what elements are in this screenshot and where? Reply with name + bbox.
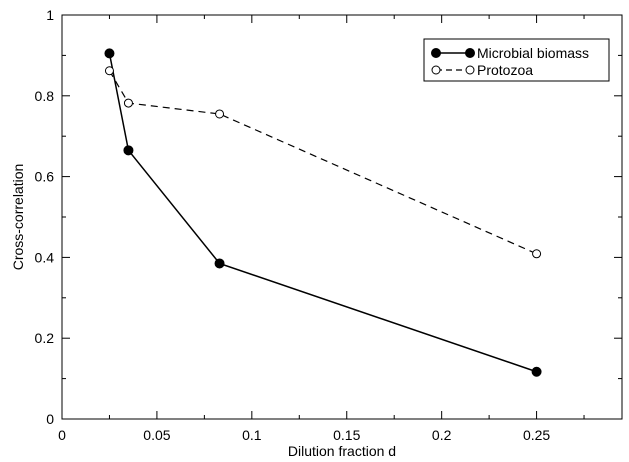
x-tick-label: 0.05 [143,427,170,443]
plot-area [61,14,623,420]
series-line-microbial-biomass [108,53,537,373]
series-layer [104,48,542,377]
data-point-protozoa [215,109,225,119]
data-point-microbial-biomass [531,366,542,377]
x-axis-ticks: 0 0.05 0.1 0.15 0.2 0.25 [58,15,585,443]
y-axis-ticks: 0 0.2 0.4 0.6 0.8 1 [35,7,622,427]
data-point-microbial-biomass [214,258,225,269]
y-tick-label: 0.8 [35,88,55,104]
y-tick-label: 0.4 [35,249,55,265]
legend-label-protozoa: Protozoa [477,62,533,78]
legend-label-microbial-biomass: Microbial biomass [477,45,589,61]
data-point-protozoa [104,66,114,76]
y-tick-label: 0.2 [35,330,55,346]
legend: Microbial biomass Protozoa [423,38,610,82]
x-tick-label: 0.2 [432,427,452,443]
y-tick-label: 0.6 [35,169,55,185]
x-tick-label: 0 [58,427,66,443]
x-tick-label: 0.1 [242,427,262,443]
y-tick-label: 0 [46,411,54,427]
data-point-microbial-biomass [123,145,134,156]
x-tick-label: 0.25 [523,427,550,443]
legend-marker-protozoa [465,65,475,75]
data-point-protozoa [532,249,542,259]
legend-marker-protozoa [431,65,441,75]
x-axis-label: Dilution fraction d [288,443,396,459]
x-tick-label: 0.15 [333,427,360,443]
series-line-protozoa [108,70,537,255]
data-point-microbial-biomass [104,48,115,59]
legend-marker-microbial-biomass [465,48,475,58]
y-axis-label: Cross-correlation [10,164,26,271]
legend-box [423,38,610,82]
data-point-protozoa [123,98,133,108]
y-tick-label: 1 [46,7,54,23]
legend-marker-microbial-biomass [431,48,441,58]
